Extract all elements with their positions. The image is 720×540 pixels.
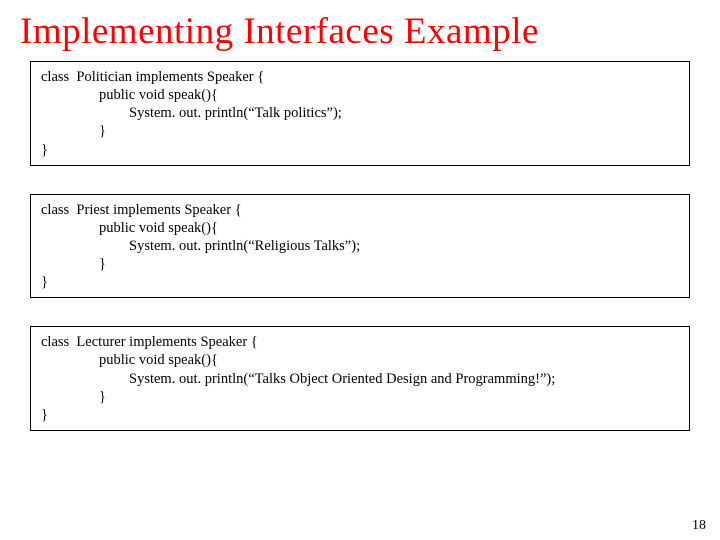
code-line: public void speak(){ <box>41 86 679 104</box>
code-line: class Lecturer implements Speaker { <box>41 333 679 351</box>
code-line: System. out. println(“Religious Talks”); <box>41 237 679 255</box>
code-boxes-container: class Politician implements Speaker {pub… <box>0 61 720 431</box>
code-line: class Politician implements Speaker { <box>41 68 679 86</box>
code-line: class Priest implements Speaker { <box>41 201 679 219</box>
code-box: class Politician implements Speaker {pub… <box>30 61 690 166</box>
code-box: class Priest implements Speaker {public … <box>30 194 690 299</box>
code-line: public void speak(){ <box>41 351 679 369</box>
code-line: System. out. println(“Talk politics”); <box>41 104 679 122</box>
code-line: System. out. println(“Talks Object Orien… <box>41 370 679 388</box>
code-line: } <box>41 406 679 424</box>
code-line: } <box>41 141 679 159</box>
slide-title: Implementing Interfaces Example <box>0 0 720 61</box>
code-line: } <box>41 388 679 406</box>
page-number: 18 <box>692 518 706 534</box>
code-line: } <box>41 122 679 140</box>
code-line: } <box>41 255 679 273</box>
code-line: } <box>41 273 679 291</box>
code-box: class Lecturer implements Speaker {publi… <box>30 326 690 431</box>
code-line: public void speak(){ <box>41 219 679 237</box>
